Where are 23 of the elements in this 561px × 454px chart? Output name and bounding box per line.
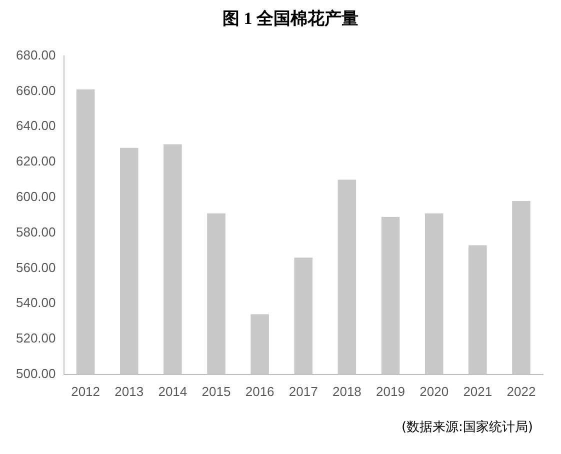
- y-tick-label: 520.00: [16, 330, 56, 346]
- y-tick-label: 680.00: [16, 47, 56, 62]
- x-tick-label: 2014: [158, 384, 188, 399]
- x-tick-label: 2015: [202, 384, 231, 399]
- x-tick-label: 2013: [114, 384, 144, 399]
- x-tick-label: 2016: [245, 384, 274, 399]
- x-tick-label: 2020: [420, 384, 449, 399]
- y-tick-label: 560.00: [16, 260, 56, 275]
- chart-title: 图 1 全国棉花产量: [222, 8, 360, 30]
- y-tick-label: 540.00: [16, 295, 56, 310]
- x-tick-label: 2021: [463, 384, 492, 399]
- y-tick-label: 660.00: [16, 82, 56, 98]
- y-tick-label: 620.00: [16, 154, 56, 169]
- y-tick-label: 600.00: [16, 188, 56, 204]
- x-tick-label: 2019: [376, 384, 405, 399]
- x-tick-label: 2018: [332, 384, 362, 399]
- y-tick-label: 640.00: [16, 118, 56, 134]
- text: (数据来源:国家统计局): [400, 419, 534, 436]
- y-tick-label: 500.00: [16, 366, 56, 381]
- x-tick-label: 2017: [288, 384, 318, 399]
- x-tick-label: 2012: [71, 384, 100, 399]
- y-tick-label: 580.00: [16, 224, 56, 240]
- x-tick-label: 2022: [506, 384, 536, 399]
